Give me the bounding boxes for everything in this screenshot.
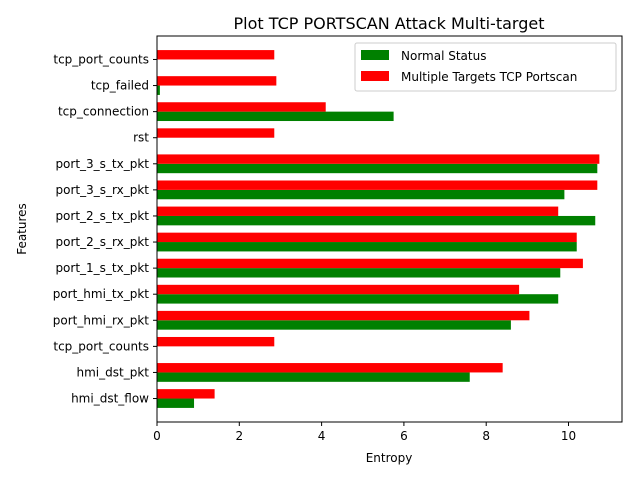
- bar-multiple-targets-5: [157, 258, 583, 269]
- y-tick-label: port_1_s_tx_pkt: [55, 261, 149, 275]
- y-tick-label: tcp_failed: [91, 79, 149, 93]
- x-tick-label: 4: [318, 429, 326, 443]
- bar-multiple-targets-6: [157, 232, 577, 243]
- bar-multiple-targets-10: [157, 128, 275, 138]
- bar-normal-status-4: [157, 294, 559, 304]
- x-axis-label: Entropy: [366, 451, 413, 465]
- x-tick-label: 6: [400, 429, 408, 443]
- y-tick-label: hmi_dst_flow: [71, 392, 149, 406]
- legend-swatch-normal-status: [361, 50, 389, 60]
- bar-normal-status-6: [157, 242, 577, 252]
- bar-multiple-targets-4: [157, 284, 520, 295]
- bar-normal-status-0: [157, 398, 195, 408]
- y-tick-label: port_2_s_tx_pkt: [55, 209, 149, 223]
- legend-frame: [354, 42, 617, 92]
- x-tick-label: 10: [561, 429, 576, 443]
- bar-normal-status-9: [157, 163, 598, 174]
- bar-normal-status-3: [157, 320, 511, 330]
- bar-normal-status-11: [157, 111, 394, 122]
- x-axis: 0 2 4 6 8 10: [153, 422, 576, 443]
- legend-swatch-multiple-targets: [361, 71, 389, 81]
- plot-frame: [156, 35, 623, 423]
- legend-label-multiple-targets: Multiple Targets TCP Portscan: [401, 70, 577, 84]
- bar-multiple-targets-13: [157, 50, 275, 60]
- bar-multiple-targets-8: [157, 180, 598, 190]
- x-tick-label: 0: [153, 429, 161, 443]
- bar-normal-status-12: [157, 85, 160, 95]
- y-tick-label: rst: [133, 131, 149, 145]
- bar-multiple-targets-7: [157, 206, 559, 216]
- x-tick-label: 8: [482, 429, 490, 443]
- x-tick-label: 2: [235, 429, 243, 443]
- bar-normal-status-5: [157, 268, 561, 278]
- bar-normal-status-8: [157, 189, 565, 200]
- bar-multiple-targets-1: [157, 363, 503, 373]
- bar-normal-status-1: [157, 372, 470, 382]
- legend: Normal Status Multiple Targets TCP Ports…: [354, 42, 617, 92]
- y-tick-label: tcp_port_counts: [53, 52, 149, 66]
- y-axis: hmi_dst_flowhmi_dst_pkttcp_port_countspo…: [53, 52, 157, 406]
- bar-normal-status-7: [157, 215, 596, 226]
- bar-multiple-targets-12: [157, 76, 277, 86]
- y-axis-label: Features: [15, 203, 29, 255]
- chart-title: Plot TCP PORTSCAN Attack Multi-target: [234, 14, 545, 33]
- bar-multiple-targets-3: [157, 310, 530, 321]
- y-tick-label: port_hmi_rx_pkt: [53, 313, 150, 327]
- bar-multiple-targets-11: [157, 102, 326, 112]
- y-tick-label: port_3_s_rx_pkt: [56, 183, 150, 197]
- y-tick-label: hmi_dst_pkt: [77, 365, 150, 379]
- y-tick-label: tcp_port_counts: [53, 339, 149, 353]
- bar-multiple-targets-0: [157, 389, 215, 399]
- y-tick-label: tcp_connection: [58, 105, 149, 119]
- y-tick-label: port_2_s_rx_pkt: [56, 235, 150, 249]
- bar-multiple-targets-2: [157, 336, 275, 347]
- legend-label-normal-status: Normal Status: [401, 49, 486, 63]
- y-tick-label: port_3_s_tx_pkt: [55, 157, 149, 171]
- bar-multiple-targets-9: [157, 154, 600, 164]
- y-tick-label: port_hmi_tx_pkt: [53, 287, 150, 301]
- bars-layer: [157, 50, 600, 408]
